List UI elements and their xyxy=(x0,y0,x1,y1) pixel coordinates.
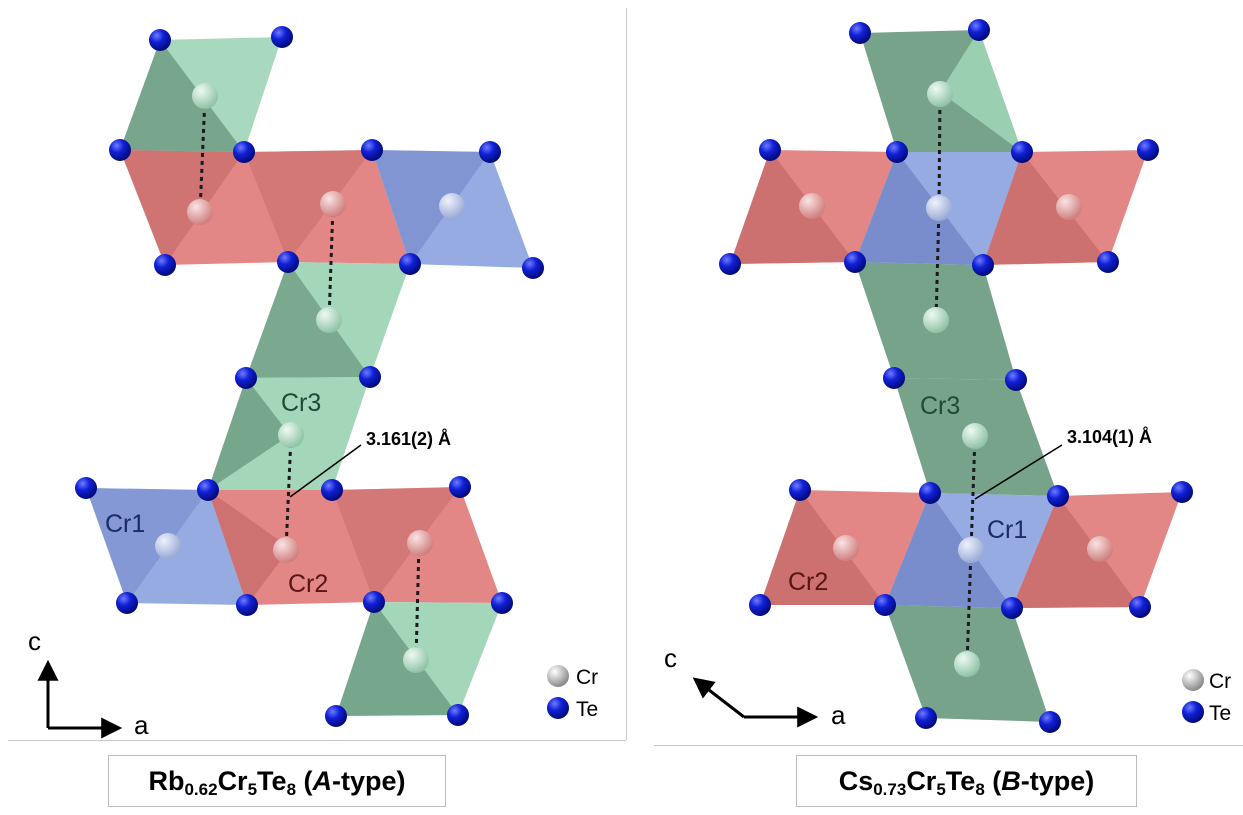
left-axes-indicator: c a xyxy=(28,626,149,740)
left-label-cr2: Cr2 xyxy=(288,570,328,598)
right-distance-label: 3.104(1) Å xyxy=(1067,427,1152,447)
right-cr-atom xyxy=(926,195,952,221)
right-label-cr2: Cr2 xyxy=(788,568,828,596)
right-label-cr1: Cr1 xyxy=(987,516,1027,544)
right-legend-te-label: Te xyxy=(1209,702,1231,725)
right-cr-atom xyxy=(833,535,859,561)
left-cr-cr-dashed-bond xyxy=(327,204,335,321)
right-legend-cr-swatch xyxy=(1182,669,1204,691)
right-panel-bottom-border xyxy=(654,745,1243,746)
right-cr-atom xyxy=(927,81,953,107)
right-caption: Cs0.73Cr5Te8 (B-type) xyxy=(796,755,1137,807)
right-cr-cr-dashed-bond xyxy=(965,549,973,665)
left-cr-atom xyxy=(403,647,429,673)
left-cr-atom xyxy=(192,83,218,109)
left-label-cr3: Cr3 xyxy=(281,389,321,417)
left-label-cr1: Cr1 xyxy=(105,510,145,538)
left-cr-cr-dashed-bond xyxy=(284,435,293,551)
right-cr-atom xyxy=(958,537,984,563)
left-axis-a-label: a xyxy=(134,710,149,740)
right-cr-atom xyxy=(1056,194,1082,220)
right-cr-atom xyxy=(799,193,825,219)
right-axis-a-label: a xyxy=(831,700,846,730)
right-legend-te-swatch xyxy=(1182,701,1204,723)
left-cr-atom xyxy=(273,537,299,563)
left-structure: Cr3 Cr1 Cr2 3.161(2) Å c a Cr Te xyxy=(28,26,598,740)
left-legend-cr-swatch xyxy=(547,665,569,687)
left-axis-c-label: c xyxy=(28,626,41,656)
left-cr-atom xyxy=(316,307,342,333)
left-distance-label: 3.161(2) Å xyxy=(366,429,451,449)
right-cr-atom xyxy=(1087,536,1113,562)
left-cr-atom xyxy=(187,199,213,225)
left-legend-te-label: Te xyxy=(576,698,598,721)
right-te-atoms xyxy=(719,19,1193,733)
right-cr-cr-dashed-bond xyxy=(969,435,977,551)
left-panel-right-border xyxy=(626,8,627,740)
right-cr-atom xyxy=(923,307,949,333)
left-caption: Rb0.62Cr5Te8 (A-type) xyxy=(108,755,446,807)
left-cr-cr-dashed-bond xyxy=(414,542,421,661)
left-legend: Cr Te xyxy=(547,665,598,721)
left-cr-atom xyxy=(407,530,433,556)
right-axes-indicator: c a xyxy=(664,643,846,730)
left-cr-atom xyxy=(278,422,304,448)
left-distance-leader-line xyxy=(289,444,362,498)
right-legend-cr-label: Cr xyxy=(1209,670,1231,693)
right-legend: Cr Te xyxy=(1182,669,1231,725)
right-cr-cr-dashed-bond xyxy=(937,93,942,209)
right-cr-atom xyxy=(954,651,980,677)
left-cr-atom xyxy=(155,533,181,559)
left-legend-te-swatch xyxy=(547,697,569,719)
left-cr-atom xyxy=(320,191,346,217)
left-te-atoms xyxy=(75,26,544,727)
left-cr-cr-dashed-bond xyxy=(198,96,207,213)
left-legend-cr-label: Cr xyxy=(576,666,598,689)
right-cr-atom xyxy=(962,423,988,449)
right-label-cr3: Cr3 xyxy=(920,392,960,420)
left-panel-bottom-border xyxy=(8,740,626,741)
right-distance-leader-line xyxy=(974,444,1063,500)
left-cr-atom xyxy=(439,193,465,219)
right-structure: Cr3 Cr1 Cr2 3.104(1) Å c a Cr Te xyxy=(664,19,1231,733)
right-axis-c-label: c xyxy=(664,643,677,673)
right-cr-cr-dashed-bond xyxy=(934,207,941,321)
